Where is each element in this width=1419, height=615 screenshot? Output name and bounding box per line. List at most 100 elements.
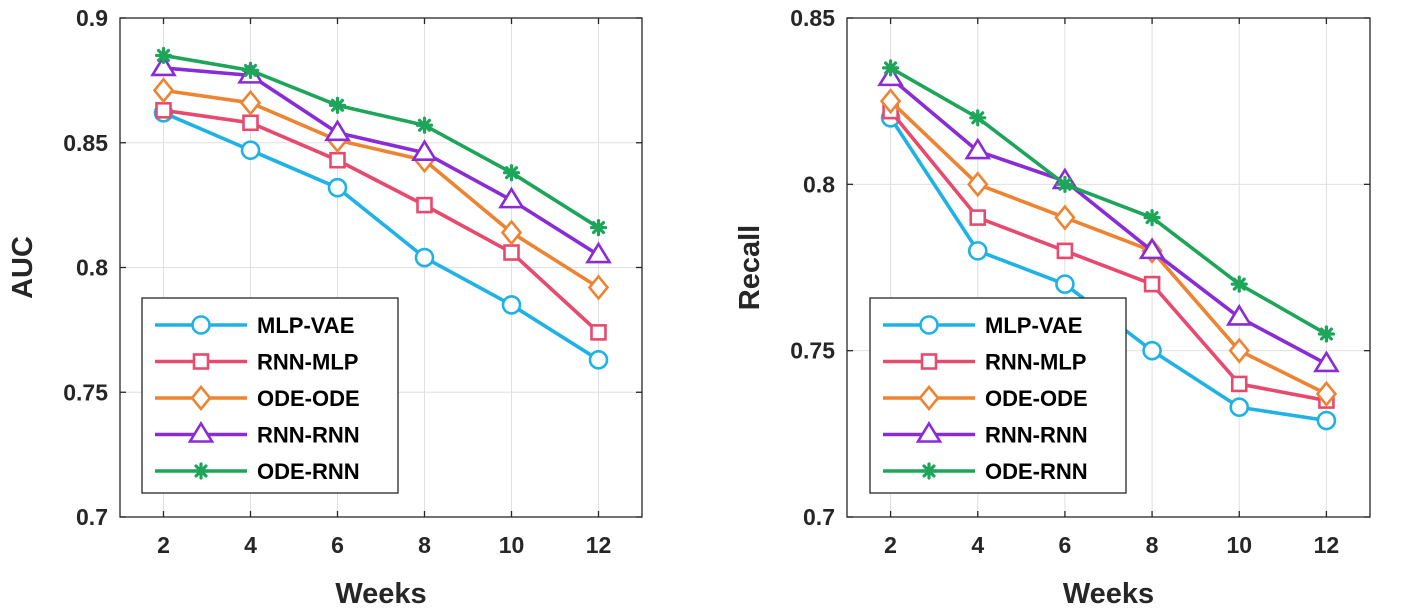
legend-label: MLP-VAE bbox=[257, 313, 354, 338]
legend-label: RNN-MLP bbox=[257, 350, 358, 375]
legend-item: RNN-RNN bbox=[883, 421, 1088, 448]
x-tick-label: 12 bbox=[586, 532, 612, 558]
data-point bbox=[150, 54, 177, 77]
data-point bbox=[590, 324, 607, 341]
series-line bbox=[889, 66, 1328, 336]
x-tick-label: 2 bbox=[157, 532, 170, 558]
x-tick-label: 4 bbox=[244, 532, 257, 558]
data-point bbox=[1313, 350, 1340, 373]
legend-item: RNN-MLP bbox=[155, 350, 358, 375]
data-point bbox=[1143, 209, 1161, 227]
y-tick-label: 0.9 bbox=[76, 5, 108, 31]
y-tick-label: 0.85 bbox=[790, 5, 835, 31]
data-point bbox=[503, 244, 520, 261]
legend-marker bbox=[192, 462, 210, 480]
data-point bbox=[879, 88, 902, 115]
data-point bbox=[1143, 275, 1161, 293]
data-point bbox=[1055, 274, 1075, 294]
data-point bbox=[969, 209, 987, 226]
y-axis-label: Recall bbox=[734, 225, 766, 310]
series-line bbox=[889, 110, 1327, 403]
x-tick-label: 12 bbox=[1314, 532, 1340, 558]
series-line bbox=[163, 66, 600, 257]
series-line bbox=[889, 76, 1328, 366]
x-tick-label: 6 bbox=[1059, 532, 1072, 558]
series-line bbox=[163, 108, 600, 334]
data-point bbox=[154, 46, 173, 65]
x-tick-label: 10 bbox=[1226, 532, 1252, 558]
data-point bbox=[239, 89, 262, 116]
legend-box bbox=[869, 297, 1127, 494]
data-point bbox=[585, 241, 612, 264]
series-ode-rnn bbox=[154, 46, 608, 237]
y-tick-label: 0.75 bbox=[63, 379, 108, 405]
legend-label: RNN-RNN bbox=[985, 423, 1088, 448]
data-point bbox=[964, 137, 992, 160]
legend-item: RNN-RNN bbox=[155, 421, 360, 448]
legend-label: ODE-RNN bbox=[985, 459, 1088, 484]
legend-box bbox=[141, 297, 399, 494]
data-point bbox=[327, 177, 348, 198]
legend-label: MLP-VAE bbox=[985, 313, 1082, 338]
data-point bbox=[241, 61, 260, 79]
data-point bbox=[416, 196, 433, 214]
x-tick-label: 4 bbox=[971, 532, 984, 558]
data-point bbox=[500, 219, 523, 246]
series-line bbox=[162, 111, 600, 362]
data-point bbox=[152, 77, 175, 104]
data-point bbox=[1056, 242, 1074, 260]
legend-item: ODE-ODE bbox=[883, 384, 1088, 412]
legend: MLP-VAE RNN-MLP ODE-ODE RNN-RNN ODE-RNN bbox=[869, 297, 1127, 494]
data-point bbox=[1230, 375, 1248, 393]
data-point bbox=[881, 59, 900, 77]
legend-item: MLP-VAE bbox=[883, 313, 1082, 338]
data-point bbox=[967, 171, 989, 198]
legend-label: ODE-ODE bbox=[985, 386, 1088, 411]
x-axis-label: Weeks bbox=[1063, 578, 1154, 610]
data-point bbox=[329, 151, 346, 169]
y-axis-label: AUC bbox=[7, 236, 39, 299]
data-point bbox=[411, 139, 438, 162]
data-point bbox=[1317, 325, 1336, 343]
legend-item: RNN-MLP bbox=[883, 350, 1086, 375]
legend-item: ODE-ODE bbox=[155, 384, 360, 412]
series-line bbox=[163, 88, 600, 289]
x-tick-label: 2 bbox=[884, 532, 897, 558]
data-point bbox=[502, 164, 521, 182]
legend-label: RNN-RNN bbox=[257, 423, 360, 448]
data-point bbox=[328, 96, 347, 114]
data-point bbox=[1228, 337, 1250, 364]
series-ode-rnn bbox=[881, 59, 1336, 343]
legend-label: ODE-ODE bbox=[257, 386, 360, 411]
y-tick-label: 0.75 bbox=[790, 338, 835, 364]
legend-marker bbox=[920, 353, 938, 370]
data-point bbox=[1230, 275, 1248, 293]
data-point bbox=[242, 114, 259, 132]
x-axis-label: Weeks bbox=[335, 578, 426, 610]
y-tick-label: 0.8 bbox=[76, 255, 108, 281]
legend-item: ODE-RNN bbox=[155, 459, 360, 484]
data-point bbox=[240, 140, 261, 161]
y-tick-label: 0.7 bbox=[803, 504, 835, 530]
data-point bbox=[155, 102, 172, 119]
chart-panel-1: 2 4 6 8 10 12 0.7 0.75 0.8 0.85 0.9 Weeks AUC MLP-VAE… bbox=[7, 5, 643, 610]
x-tick-label: 8 bbox=[418, 532, 431, 558]
data-point bbox=[1056, 175, 1074, 193]
legend-marker bbox=[920, 462, 938, 480]
data-point bbox=[969, 109, 987, 127]
y-tick-label: 0.8 bbox=[803, 171, 835, 197]
legend-marker bbox=[192, 353, 210, 370]
data-point bbox=[414, 247, 435, 268]
x-tick-label: 6 bbox=[331, 532, 344, 558]
series-line bbox=[889, 99, 1328, 396]
legend-label: RNN-MLP bbox=[985, 350, 1086, 375]
legend-label: ODE-RNN bbox=[257, 459, 360, 484]
data-point bbox=[967, 241, 988, 261]
legend-marker bbox=[919, 315, 939, 335]
axes-frame bbox=[846, 17, 1371, 518]
data-point bbox=[1316, 410, 1337, 431]
y-tick-label: 0.85 bbox=[63, 130, 108, 156]
legend-marker bbox=[191, 315, 211, 335]
series-rnn-mlp bbox=[155, 102, 607, 341]
